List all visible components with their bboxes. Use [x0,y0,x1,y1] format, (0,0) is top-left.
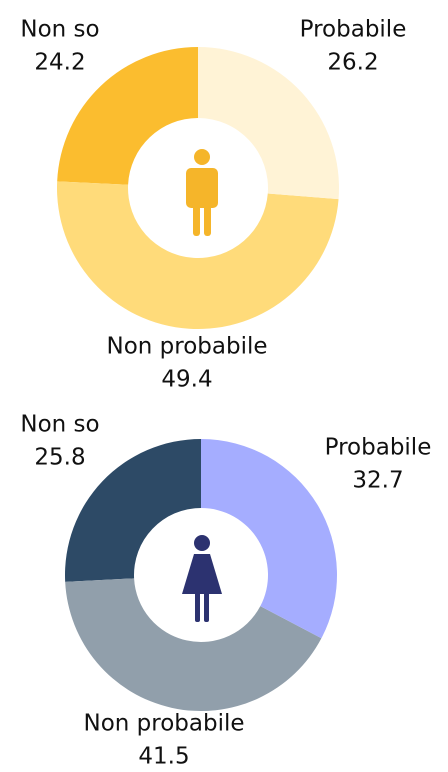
woman-icon [182,535,222,622]
slice-value: 25.8 [34,445,85,471]
slice-value: 49.4 [161,367,212,393]
man-icon [186,149,218,236]
donut-slice [57,47,199,185]
slice-value: 24.2 [34,50,85,76]
slice-label: Non so [20,17,99,43]
donut-slice [198,47,339,200]
donut-slice [65,578,322,712]
donut-slice [201,439,337,639]
slice-label: Non so [20,412,99,438]
slice-label: Non probabile [83,711,244,737]
donut-slice [57,181,339,329]
slice-value: 41.5 [138,744,189,770]
slice-label: Non probabile [106,334,267,360]
slice-label: Probabile [325,435,432,461]
donut-slice [65,439,201,582]
slice-value: 32.7 [352,468,403,494]
slice-value: 26.2 [327,50,378,76]
slice-label: Probabile [300,17,407,43]
